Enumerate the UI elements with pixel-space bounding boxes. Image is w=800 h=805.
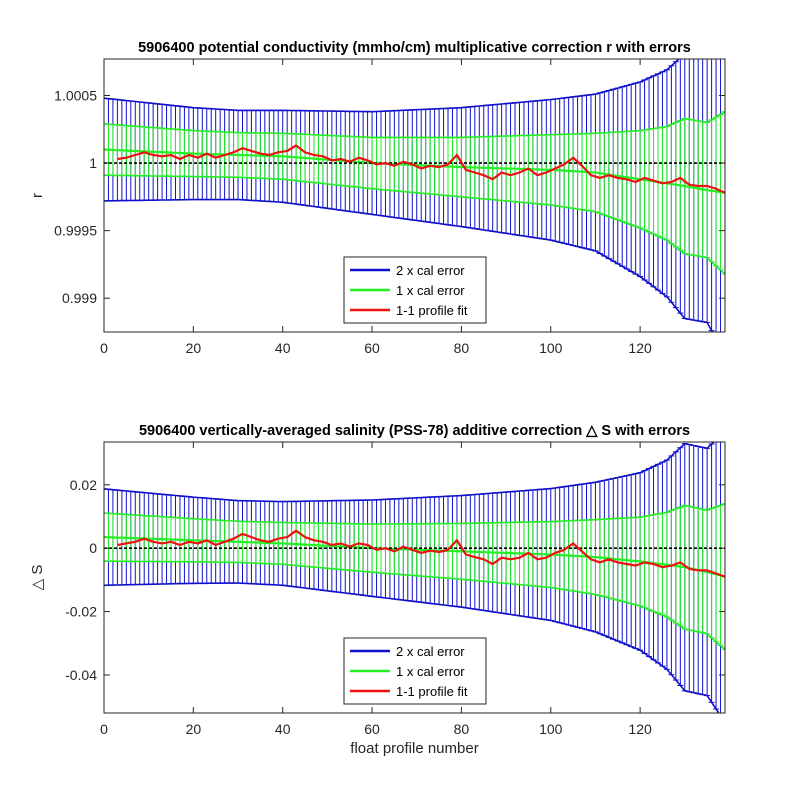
y-axis-label: r <box>29 193 46 198</box>
plot-area <box>104 59 725 332</box>
x-tick-label: 100 <box>539 340 563 356</box>
chart-title: 5906400 potential conductivity (mmho/cm)… <box>138 40 691 56</box>
envelope-2x-upper <box>104 59 680 113</box>
x-tick-label: 120 <box>628 721 652 737</box>
axes-frame <box>103 58 726 333</box>
x-tick-label: 0 <box>100 340 108 356</box>
y-axis-label: △ S <box>29 565 46 591</box>
profile-fit-line <box>117 529 725 578</box>
axes-frame <box>103 441 726 714</box>
profile-fit-line <box>117 144 725 194</box>
envelope-1x-lower <box>104 560 725 651</box>
x-tick-label: 60 <box>364 721 380 737</box>
legend-label: 2 x cal error <box>396 644 465 659</box>
y-tick-label: 1 <box>89 155 97 171</box>
plot-area <box>104 442 725 713</box>
envelope-2x-lower <box>104 198 714 332</box>
legend-label: 2 x cal error <box>396 263 465 278</box>
x-tick-label: 0 <box>100 721 108 737</box>
legend: 2 x cal error 1 x cal error 1-1 profile fi… <box>343 256 487 324</box>
x-tick-label: 20 <box>186 721 202 737</box>
legend: 2 x cal error 1 x cal error 1-1 profile fi… <box>343 637 487 705</box>
x-tick-label: 120 <box>628 340 652 356</box>
y-tick-label: -0.04 <box>65 667 97 683</box>
x-tick-label: 40 <box>275 340 291 356</box>
x-tick-label: 80 <box>454 721 470 737</box>
x-tick-label: 100 <box>539 721 563 737</box>
panel-2: 0 20 40 60 80 100 120 -0.04 -0.02 0 0.02 5906400 ve… <box>29 423 726 757</box>
chart-title: 5906400 vertically-averaged salinity (PS… <box>139 423 690 439</box>
legend-label: 1 x cal error <box>396 283 465 298</box>
y-tick-label: 0.999 <box>62 290 97 306</box>
x-tick-label: 40 <box>275 721 291 737</box>
envelope-2x-upper <box>104 442 715 503</box>
legend-label: 1-1 profile fit <box>396 303 468 318</box>
y-tick-label: 1.0005 <box>54 87 97 103</box>
x-tick-label: 20 <box>186 340 202 356</box>
y-tick-label: 0.02 <box>70 477 97 493</box>
error-bars-1x <box>104 503 725 651</box>
legend-label: 1-1 profile fit <box>396 684 468 699</box>
panel-1: 0 20 40 60 80 100 120 0.999 0.9995 1 1.0005 5906400… <box>29 40 726 356</box>
x-axis-label: float profile number <box>350 740 478 757</box>
envelope-1x-upper <box>104 111 725 139</box>
y-tick-label: 0 <box>89 540 97 556</box>
legend-label: 1 x cal error <box>396 664 465 679</box>
fit-center-line <box>104 148 725 194</box>
envelope-1x-upper <box>104 503 725 525</box>
x-tick-label: 60 <box>364 340 380 356</box>
envelope-2x-lower <box>104 582 720 713</box>
y-tick-label: -0.02 <box>65 604 97 620</box>
y-tick-label: 0.9995 <box>54 223 97 239</box>
x-tick-label: 80 <box>454 340 470 356</box>
envelope-1x-lower <box>104 174 725 275</box>
